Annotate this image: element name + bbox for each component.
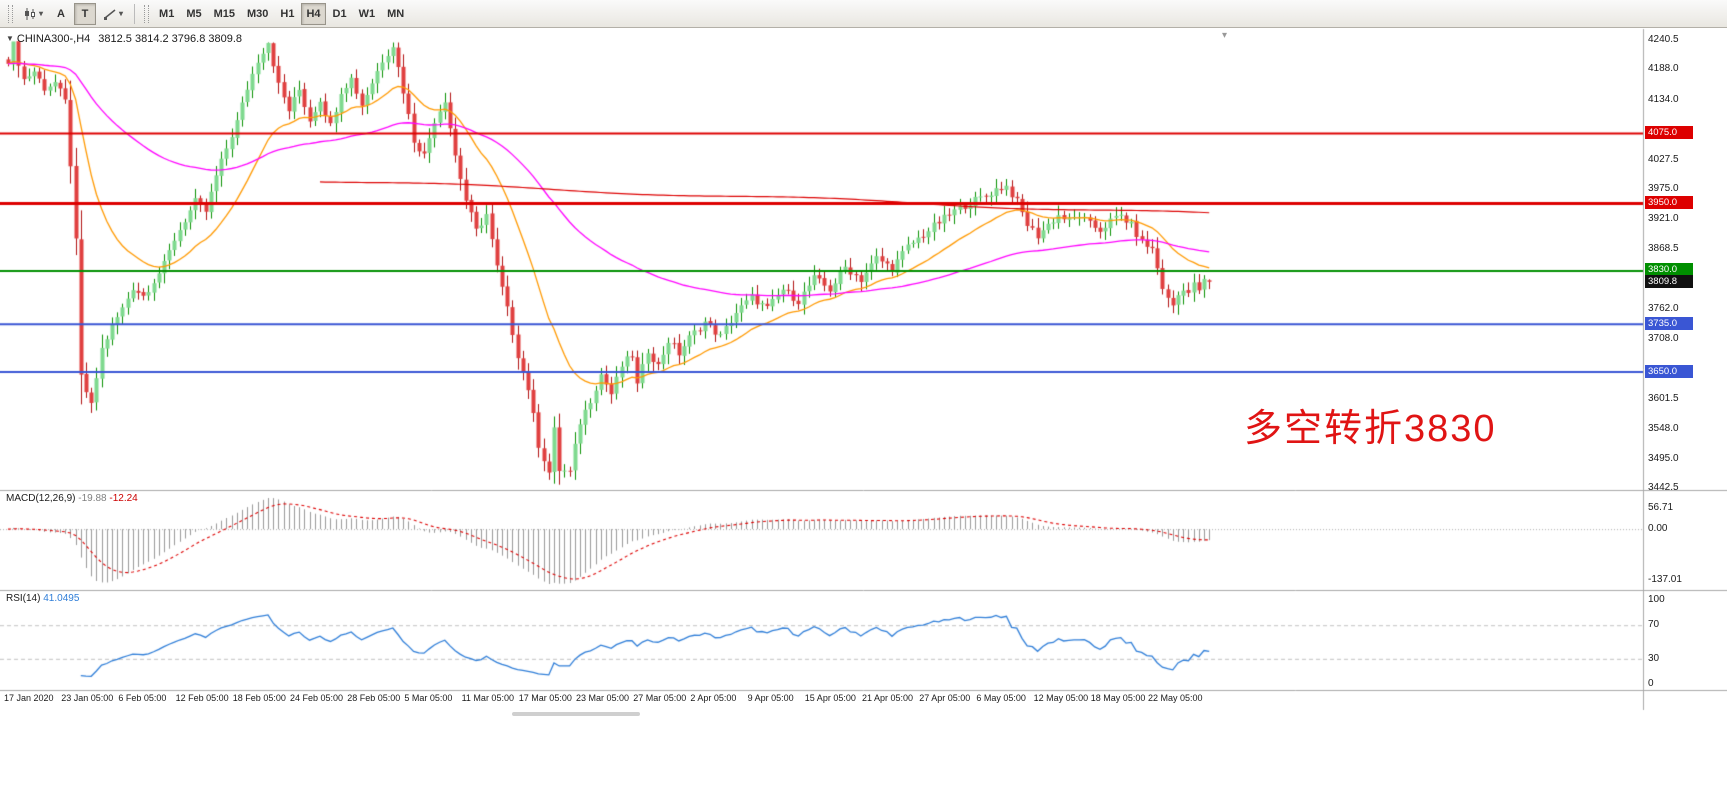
macd-scale-label: 56.71 <box>1648 501 1674 513</box>
chart-ohlc-header: ▼ CHINA300-,H4 3812.5 3814.2 3796.8 3809.8 <box>6 33 242 45</box>
toolbar-separator <box>134 3 136 24</box>
time-axis-label: 15 Apr 05:00 <box>804 693 856 703</box>
price-tick-label: 4240.5 <box>1648 34 1679 45</box>
rsi-label: RSI(14) 41.0495 <box>6 593 79 604</box>
time-axis-label: 6 May 05:00 <box>976 693 1026 703</box>
cursor-tool-button[interactable]: A <box>50 3 72 25</box>
timeframe-button-MN[interactable]: MN <box>382 3 409 25</box>
chart-ohlc-values: 3812.5 3814.2 3796.8 3809.8 <box>98 33 243 45</box>
rsi-scale-label: 0 <box>1648 678 1654 689</box>
time-axis-label: 18 Feb 05:00 <box>232 693 286 703</box>
text-tool-button[interactable]: T <box>74 2 97 25</box>
timeframe-button-M30[interactable]: M30 <box>242 3 273 25</box>
rsi-scale-label: 100 <box>1648 594 1665 605</box>
last-price-label: 3809.8 <box>1645 274 1693 288</box>
horizontal-scrollbar[interactable] <box>512 712 640 716</box>
price-tick-label: 4134.0 <box>1648 93 1679 105</box>
time-axis-label: 18 May 05:00 <box>1090 693 1146 703</box>
macd-signal-value: -12.24 <box>109 493 138 504</box>
time-axis-label: 23 Mar 05:00 <box>576 693 630 703</box>
chevron-down-icon: ▾ <box>39 9 44 18</box>
price-tick-label: 3921.0 <box>1648 213 1679 225</box>
text-tool-label: T <box>81 7 89 20</box>
hline-price-label: 3650.0 <box>1645 364 1693 378</box>
timeframe-toolbar: M1 M5 M15 M30 H1 H4 D1 W1 MN <box>153 2 410 25</box>
main-toolbar: ▾ A T ▾ M1 M5 M15 M30 H1 H4 D1 W1 MN <box>0 0 1727 28</box>
macd-label: MACD(12,26,9) -19.88 -12.24 <box>6 493 138 504</box>
price-tick-label: 3868.5 <box>1648 242 1679 254</box>
time-axis-label: 5 Mar 05:00 <box>404 693 453 703</box>
timeframe-button-M1[interactable]: M1 <box>154 3 179 25</box>
time-axis-label: 17 Jan 2020 <box>4 693 54 703</box>
price-tick-label: 3495.0 <box>1648 452 1679 464</box>
chart-shift-marker-icon[interactable]: ▾ <box>1222 30 1228 41</box>
time-axis-label: 17 Mar 05:00 <box>518 693 572 703</box>
symbol-marker-icon: ▼ <box>6 34 14 43</box>
time-axis-label: 23 Jan 05:00 <box>61 693 114 703</box>
price-tick-label: 3548.0 <box>1648 422 1679 434</box>
timeframe-button-D1[interactable]: D1 <box>328 3 352 25</box>
timeframe-button-H4[interactable]: H4 <box>301 2 326 25</box>
timeframe-button-W1[interactable]: W1 <box>354 3 381 25</box>
chart-annotation-text: 多空转折3830 <box>1244 408 1497 450</box>
time-axis-label: 2 Apr 05:00 <box>690 693 737 703</box>
chart-symbol-label: CHINA300-,H4 <box>16 33 91 45</box>
macd-scale-label: 0.00 <box>1648 523 1668 535</box>
time-axis-label: 22 May 05:00 <box>1148 693 1203 703</box>
candlestick-chart-icon <box>25 7 35 20</box>
cursor-tool-label: A <box>57 7 65 20</box>
time-axis-label: 27 Apr 05:00 <box>919 693 971 703</box>
time-axis-label: 21 Apr 05:00 <box>862 693 914 703</box>
trendline-icon <box>104 8 116 20</box>
price-tick-label: 3442.5 <box>1648 482 1679 493</box>
macd-main-value: -19.88 <box>78 493 107 504</box>
time-axis-label: 12 Feb 05:00 <box>175 693 229 703</box>
price-tick-label: 3762.0 <box>1648 302 1679 314</box>
macd-scale-label: -137.01 <box>1648 574 1682 586</box>
price-tick-label: 3601.5 <box>1648 392 1679 404</box>
chart-type-button[interactable]: ▾ <box>18 3 48 25</box>
price-tick-label: 4188.0 <box>1648 63 1679 75</box>
time-axis-label: 28 Feb 05:00 <box>347 693 401 703</box>
rsi-scale-label: 30 <box>1648 652 1660 664</box>
hline-price-label: 3830.0 <box>1645 263 1693 277</box>
time-axis-label: 9 Apr 05:00 <box>747 693 794 703</box>
price-tick-label: 3708.0 <box>1648 332 1679 344</box>
rsi-value: 41.0495 <box>43 593 80 604</box>
time-axis-label: 12 May 05:00 <box>1033 693 1089 703</box>
toolbar-drag-handle[interactable] <box>144 4 150 23</box>
macd-title: MACD(12,26,9) <box>6 493 76 504</box>
hline-price-label: 4075.0 <box>1645 125 1693 139</box>
timeframe-button-H1[interactable]: H1 <box>275 3 299 25</box>
draw-tools-button[interactable]: ▾ <box>98 3 128 25</box>
toolbar-drag-handle[interactable] <box>8 4 13 23</box>
time-axis-label: 24 Feb 05:00 <box>290 693 344 703</box>
hline-price-label: 3735.0 <box>1645 316 1693 330</box>
price-tick-label: 4027.5 <box>1648 153 1679 165</box>
chevron-down-icon: ▾ <box>119 9 124 18</box>
price-tick-label: 3975.0 <box>1648 183 1679 195</box>
rsi-scale-label: 70 <box>1648 619 1660 631</box>
time-axis-label: 6 Feb 05:00 <box>118 693 167 703</box>
hline-price-label: 3950.0 <box>1645 196 1693 210</box>
timeframe-button-M15[interactable]: M15 <box>209 3 240 25</box>
time-axis-label: 27 Mar 05:00 <box>633 693 687 703</box>
time-axis-label: 11 Mar 05:00 <box>461 693 514 703</box>
timeframe-button-M5[interactable]: M5 <box>181 3 206 25</box>
rsi-title: RSI(14) <box>6 593 41 604</box>
